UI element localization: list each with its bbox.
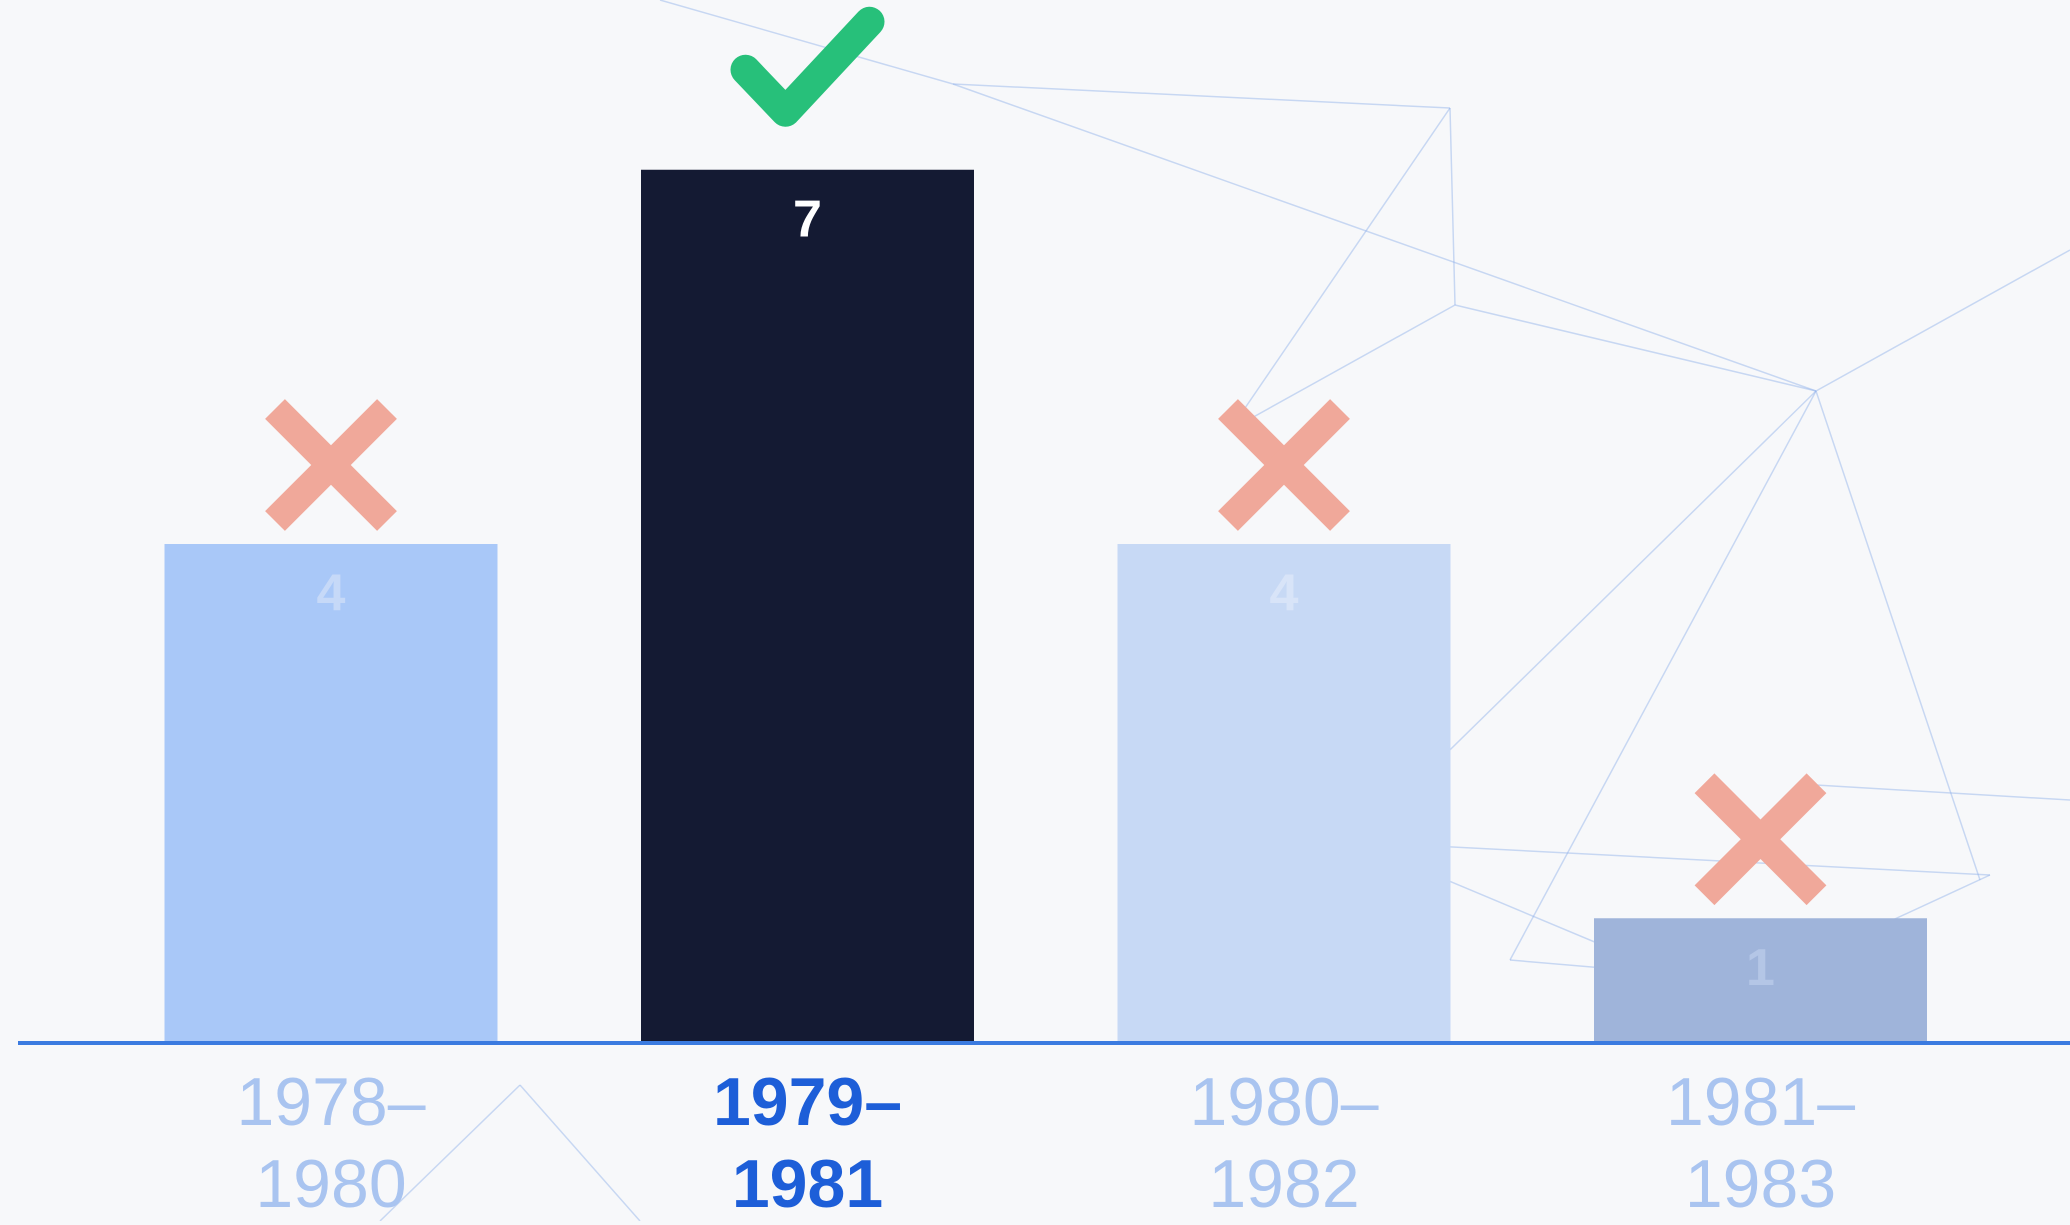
bar <box>1594 918 1927 1043</box>
value-label: 4 <box>317 565 346 623</box>
value-label: 1 <box>1746 939 1775 997</box>
value-label: 4 <box>1270 565 1299 623</box>
bar <box>164 544 498 1043</box>
value-label: 7 <box>793 190 822 248</box>
x-tick-label: 1979–1981 <box>712 1064 903 1222</box>
x-tick-label: 1980–1982 <box>1189 1064 1379 1222</box>
check-icon <box>730 6 885 127</box>
x-tick-label: 1978–1980 <box>236 1064 426 1222</box>
cross-icon <box>265 399 397 531</box>
cross-icon <box>1694 773 1827 906</box>
cross-icon <box>1218 399 1350 531</box>
bar <box>641 169 974 1043</box>
bar <box>1117 544 1451 1043</box>
x-tick-label: 1981–1983 <box>1665 1064 1856 1222</box>
